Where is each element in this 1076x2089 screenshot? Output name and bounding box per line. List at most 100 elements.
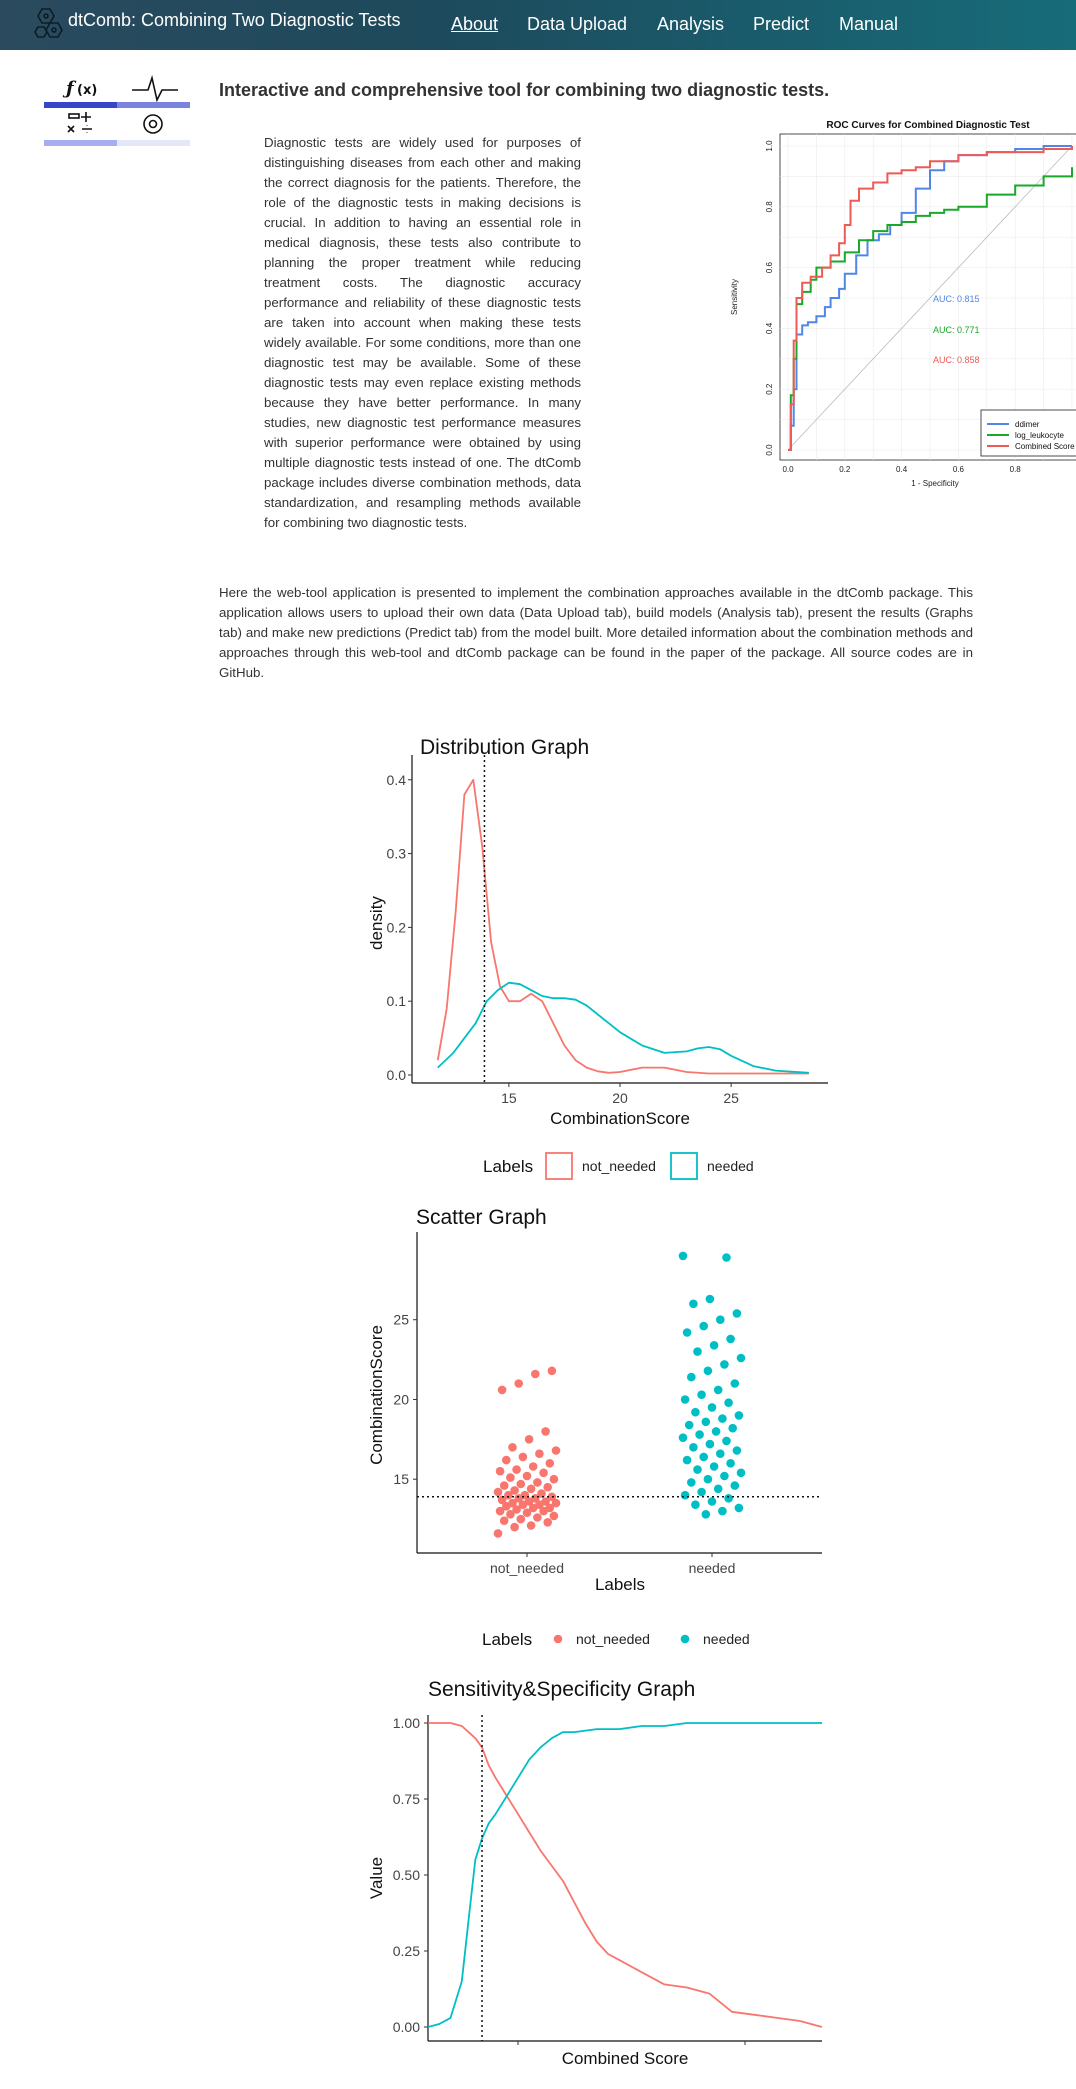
scatter-point-not_needed — [495, 1506, 505, 1516]
scatter-point-needed — [709, 1341, 719, 1350]
hexagon-molecule-icon[interactable] — [30, 5, 70, 45]
scatter-point-needed — [722, 1253, 731, 1262]
sens-specificity-curve — [428, 1722, 823, 2028]
roc-auc-annotation: AUC: 0.815 — [933, 294, 980, 304]
scatter-point-not_needed — [528, 1462, 538, 1471]
scatter-point-not_needed — [541, 1427, 550, 1436]
distribution-title: Distribution Graph — [420, 736, 589, 759]
roc-x-tick: 0.6 — [953, 465, 965, 474]
scatter-point-needed — [701, 1417, 711, 1427]
scatter-legend-key — [553, 1634, 563, 1644]
distribution-line-needed — [437, 981, 809, 1074]
scatter-point-not_needed — [516, 1514, 526, 1524]
distribution-legend-label: not_needed — [582, 1158, 656, 1174]
scatter-point-needed — [697, 1390, 706, 1399]
scatter-point-not_needed — [531, 1369, 540, 1379]
scatter-point-not_needed — [549, 1474, 559, 1484]
scatter-y-tick: 20 — [393, 1391, 409, 1407]
scatter-point-not_needed — [493, 1529, 503, 1538]
distribution-y-tick: 0.0 — [387, 1067, 407, 1083]
scatter-point-not_needed — [551, 1498, 561, 1508]
distribution-line-not_needed — [436, 778, 809, 1075]
scatter-x-label: Labels — [595, 1575, 645, 1594]
scatter-point-not_needed — [518, 1452, 528, 1462]
scatter-legend-label: not_needed — [576, 1631, 650, 1647]
scatter-point-not_needed — [524, 1435, 534, 1444]
app-title[interactable]: dtComb: Combining Two Diagnostic Tests — [68, 10, 401, 30]
scatter-point-needed — [682, 1328, 692, 1337]
scatter-point-not_needed — [543, 1482, 552, 1492]
svg-text:(x): (x) — [77, 83, 97, 98]
scatter-point-needed — [701, 1510, 711, 1519]
tab-data-upload[interactable]: Data Upload — [527, 14, 628, 34]
scatter-point-needed — [720, 1471, 729, 1481]
scatter-point-needed — [713, 1385, 723, 1395]
roc-x-tick: 0.2 — [839, 465, 851, 474]
sensitivity-specificity-title: Sensitivity&Specificity Graph — [428, 1678, 695, 1701]
roc-y-tick: 0.2 — [765, 383, 774, 395]
scatter-point-needed — [687, 1478, 696, 1487]
scatter-point-not_needed — [543, 1518, 552, 1527]
scatter-point-needed — [730, 1379, 740, 1388]
scatter-point-needed — [705, 1294, 715, 1304]
scatter-point-needed — [724, 1398, 733, 1407]
scatter-point-needed — [713, 1484, 723, 1494]
scatter-point-not_needed — [547, 1366, 557, 1376]
roc-diagonal — [787, 145, 1073, 451]
scatter-legend-label: needed — [703, 1631, 750, 1647]
roc-y-tick: 0.8 — [765, 201, 774, 213]
roc-y-tick: 0.0 — [765, 444, 774, 456]
roc-curve-chart: ROC Curves for Combined Diagnostic Test 0… — [730, 120, 1076, 488]
scatter-point-not_needed — [499, 1481, 509, 1490]
tab-predict[interactable]: Predict — [753, 14, 810, 34]
scatter-point-needed — [693, 1347, 702, 1356]
roc-legend-label: log_leukocyte — [1015, 431, 1064, 440]
roc-legend — [980, 409, 1076, 457]
scatter-point-needed — [689, 1299, 698, 1309]
scatter-y-tick: 25 — [393, 1312, 409, 1328]
scatter-x-tick: needed — [689, 1560, 736, 1576]
scatter-point-needed — [697, 1487, 706, 1497]
scatter-point-needed — [682, 1455, 692, 1465]
scatter-point-needed — [734, 1411, 744, 1420]
scatter-point-not_needed — [506, 1510, 515, 1519]
scatter-title: Scatter Graph — [416, 1206, 547, 1229]
scatter-point-needed — [722, 1436, 731, 1446]
distribution-x-tick: 20 — [612, 1090, 628, 1106]
scatter-point-not_needed — [526, 1521, 536, 1530]
scatter-point-not_needed — [545, 1459, 555, 1468]
scatter-point-not_needed — [497, 1385, 507, 1395]
scatter-legend-key — [680, 1634, 690, 1644]
scatter-point-needed — [736, 1468, 746, 1478]
scatter-point-not_needed — [495, 1466, 505, 1476]
scatter-y-label: CombinationScore — [367, 1325, 386, 1465]
scatter-point-needed — [724, 1494, 733, 1503]
roc-y-label: Sensitivity — [730, 279, 739, 315]
distribution-y-tick: 0.4 — [387, 772, 407, 788]
roc-x-tick: 0.8 — [1010, 465, 1022, 474]
scatter-point-not_needed — [512, 1465, 521, 1474]
distribution-graph: Distribution Graph 0.0 0.1 0.2 0.3 0.4 15 20 25 C… — [367, 736, 828, 1180]
scatter-point-needed — [707, 1403, 717, 1412]
distribution-legend-key — [670, 1152, 698, 1180]
scatter-point-not_needed — [551, 1446, 561, 1455]
scatter-point-not_needed — [522, 1508, 532, 1517]
roc-x-tick: 0.4 — [896, 465, 908, 474]
function-signal-calculator-gear-icon: ƒ (x) — [44, 75, 190, 146]
scatter-point-not_needed — [502, 1455, 511, 1465]
tab-analysis[interactable]: Analysis — [657, 14, 725, 34]
scatter-point-not_needed — [535, 1449, 544, 1458]
scatter-point-not_needed — [526, 1484, 536, 1494]
scatter-point-needed — [718, 1414, 727, 1423]
tab-manual[interactable]: Manual — [839, 14, 899, 34]
scatter-point-needed — [678, 1251, 688, 1261]
distribution-y-label: density — [367, 896, 386, 950]
distribution-y-tick: 0.1 — [387, 993, 407, 1009]
scatter-point-needed — [707, 1497, 717, 1506]
roc-auc-annotation: AUC: 0.858 — [933, 355, 980, 365]
distribution-legend-label: needed — [707, 1158, 754, 1174]
scatter-point-not_needed — [506, 1473, 515, 1482]
scatter-point-not_needed — [541, 1497, 550, 1506]
tab-about[interactable]: About — [451, 14, 499, 34]
scatter-point-not_needed — [516, 1479, 526, 1489]
